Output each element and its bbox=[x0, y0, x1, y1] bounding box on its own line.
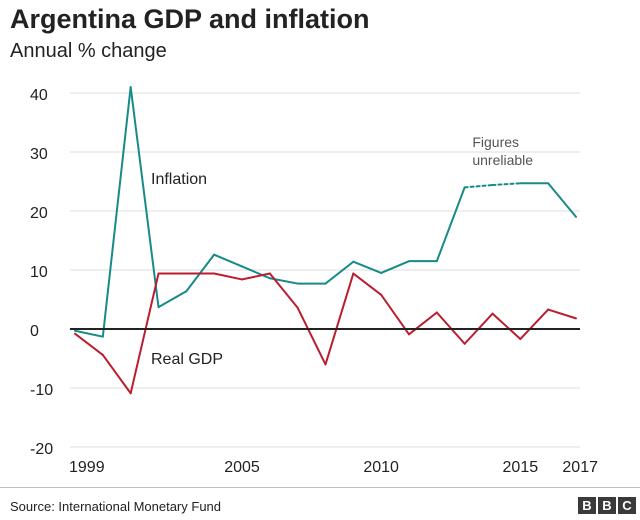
y-tick-label: 20 bbox=[30, 205, 48, 222]
series-segment bbox=[352, 272, 383, 296]
series-segment bbox=[380, 260, 410, 274]
series-segment bbox=[519, 308, 550, 341]
series-segment bbox=[74, 332, 104, 356]
series-segment bbox=[324, 260, 355, 285]
y-tick-label: 40 bbox=[30, 87, 48, 104]
series-inflation bbox=[74, 86, 577, 338]
series-segment bbox=[213, 272, 243, 281]
series-segment bbox=[241, 272, 271, 281]
series-segment bbox=[157, 290, 188, 309]
series-segment bbox=[296, 306, 327, 366]
x-tick-label: 2015 bbox=[503, 459, 539, 476]
bbc-logo-letter: C bbox=[618, 497, 636, 514]
bbc-logo-letter: B bbox=[598, 497, 616, 514]
source-note: Source: International Monetary Fund bbox=[10, 499, 222, 514]
series-segment bbox=[324, 272, 355, 366]
x-tick-label: 2005 bbox=[224, 459, 260, 476]
series-segment-dashed bbox=[463, 184, 494, 189]
y-tick-label: -10 bbox=[30, 382, 53, 399]
y-tick-label: 30 bbox=[30, 146, 48, 163]
bbc-logo: B B C bbox=[578, 497, 636, 514]
annotation-text: unreliable bbox=[472, 152, 533, 168]
series-segment bbox=[380, 293, 410, 336]
series-segment bbox=[101, 353, 132, 395]
series-segment bbox=[101, 86, 132, 338]
series-segment bbox=[491, 312, 522, 341]
y-tick-label: 0 bbox=[30, 323, 39, 340]
x-tick-label: 1999 bbox=[69, 459, 105, 476]
series-segment bbox=[352, 260, 383, 274]
series-segment bbox=[241, 265, 271, 280]
series-segment bbox=[129, 272, 160, 395]
series-real-gdp bbox=[74, 272, 577, 395]
footer-divider bbox=[0, 487, 640, 488]
bbc-logo-letter: B bbox=[578, 497, 596, 514]
series-segment bbox=[547, 308, 577, 320]
series-segment bbox=[435, 186, 466, 263]
series-segment-dashed bbox=[491, 182, 522, 187]
chart-subtitle: Annual % change bbox=[10, 40, 167, 62]
y-tick-label: -20 bbox=[30, 441, 53, 458]
series-label-real-gdp: Real GDP bbox=[151, 351, 223, 368]
series-segment bbox=[213, 253, 243, 268]
chart-title: Argentina GDP and inflation bbox=[10, 4, 370, 34]
series-segment bbox=[268, 272, 299, 309]
series-label-inflation: Inflation bbox=[151, 171, 207, 188]
series-segment bbox=[74, 329, 104, 338]
series-segment bbox=[547, 182, 577, 218]
y-tick-label: 10 bbox=[30, 264, 48, 281]
series-segment bbox=[129, 86, 160, 309]
annotation-text: Figures bbox=[472, 134, 519, 150]
series-segment bbox=[408, 311, 438, 336]
x-tick-label: 2017 bbox=[562, 459, 598, 476]
x-tick-label: 2010 bbox=[363, 459, 399, 476]
